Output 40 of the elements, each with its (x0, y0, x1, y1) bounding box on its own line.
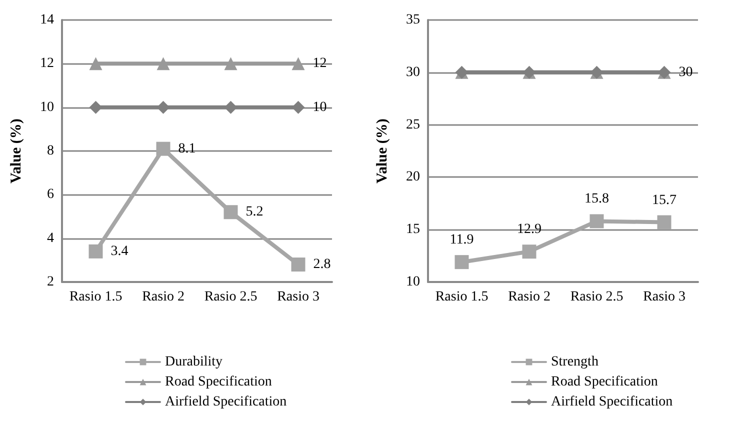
y-tick-label: 20 (406, 170, 420, 185)
legend-label: Strength (551, 354, 598, 370)
x-tick-label: Rasio 3 (277, 290, 320, 304)
y-axis-title: Value (%) (374, 118, 390, 184)
data-label: 8.1 (178, 141, 196, 156)
legend-label: Road Specification (165, 374, 272, 390)
y-tick-label: 35 (406, 12, 420, 28)
y-tick-label: 2 (47, 274, 54, 290)
legend-label: Airfield Specification (165, 394, 287, 410)
x-tick-label: Rasio 1.5 (69, 290, 122, 304)
data-label: 12.9 (517, 222, 542, 238)
x-tick-label: Rasio 2 (142, 290, 184, 304)
data-label: 5.2 (246, 204, 264, 220)
x-tick-label: Rasio 1.5 (435, 290, 488, 304)
data-label: 30 (678, 64, 693, 80)
y-tick-label: 14 (40, 12, 54, 28)
data-label: 11.9 (450, 232, 474, 248)
y-tick-label: 6 (47, 187, 54, 202)
x-tick-label: Rasio 3 (643, 290, 686, 304)
y-tick-label: 25 (406, 117, 420, 132)
data-label: 10 (312, 100, 327, 115)
y-tick-label: 12 (40, 56, 54, 72)
y-tick-label: 30 (406, 64, 420, 80)
data-label: 3.4 (110, 244, 128, 259)
y-axis-title: Value (%) (8, 118, 24, 184)
x-tick-label: Rasio 2.5 (570, 290, 624, 304)
y-tick-label: 8 (47, 144, 54, 158)
x-tick-label: Rasio 2 (508, 290, 550, 304)
legend-label: Durability (165, 354, 223, 370)
y-tick-label: 10 (406, 274, 420, 290)
y-tick-label: 4 (47, 230, 54, 246)
data-label: 2.8 (313, 257, 331, 272)
data-label: 15.8 (584, 192, 609, 207)
x-tick-label: Rasio 2.5 (204, 290, 258, 304)
y-tick-label: 10 (40, 100, 54, 115)
data-label: 12 (312, 56, 327, 72)
y-tick-label: 15 (406, 222, 420, 238)
data-label: 15.7 (652, 192, 676, 208)
legend-label: Airfield Specification (551, 394, 673, 410)
legend-label: Road Specification (551, 374, 658, 390)
